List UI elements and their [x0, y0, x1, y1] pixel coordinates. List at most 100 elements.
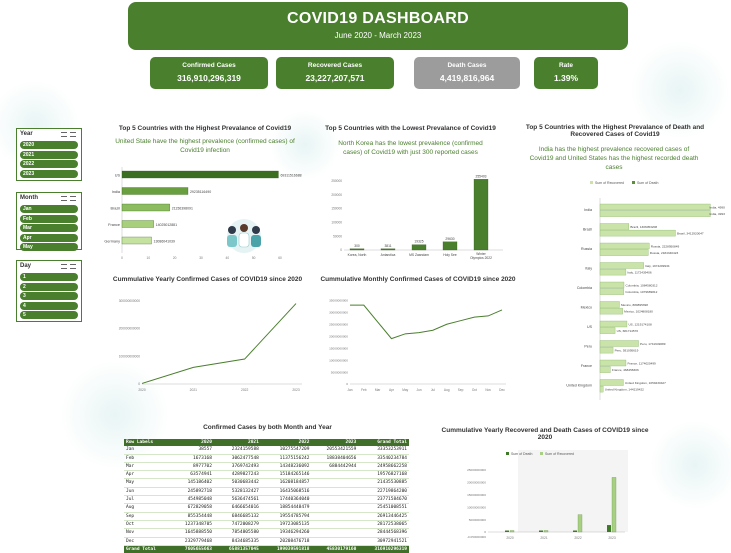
slicer-item-feb[interactable]: Feb — [20, 214, 78, 223]
table-cell: May — [124, 478, 171, 488]
slicer-item-2023[interactable]: 2023 — [20, 169, 78, 178]
table-cell: 20553421559 — [311, 446, 359, 455]
data-label: 19325 — [414, 240, 423, 244]
kpi-death: Death Cases 4,419,816,964 — [414, 57, 520, 89]
bar-death — [599, 359, 627, 367]
tick-label: 5000000000 — [331, 370, 348, 374]
monthly-confirmed-line-chart: 0 5000000000 10000000000 15000000000 2000000… — [329, 299, 506, 392]
table-cell: 18854448479 — [260, 503, 312, 513]
slicer-item-5[interactable]: 5 — [20, 311, 78, 319]
tick-label: Apr — [389, 388, 395, 392]
kpi-label: Rate — [558, 62, 574, 69]
slicer-item-jan[interactable]: Jan — [20, 205, 78, 213]
slicer-item-2020[interactable]: 2020 — [20, 141, 78, 149]
table-cell — [311, 512, 359, 521]
data-label: France, 468458306 — [612, 368, 639, 372]
bar-death — [599, 379, 624, 386]
table-cell: Grand Total — [124, 545, 171, 553]
category-label: Brazil — [111, 207, 121, 211]
legend-label: Sum of Death — [637, 181, 658, 185]
tick-label: 30 — [199, 256, 203, 260]
data-label: Russia, 2228950849 — [651, 245, 680, 249]
slicer-item-4[interactable]: 4 — [20, 301, 78, 310]
table-cell: 1673168 — [170, 454, 214, 463]
table-cell: 25451008551 — [358, 503, 409, 513]
kpi-label: Recovered Cases — [307, 62, 363, 69]
multi-select-icon[interactable] — [61, 264, 67, 269]
bar-recovered — [599, 327, 616, 334]
kpi-recovered: Recovered Cases 23,227,207,571 — [276, 57, 394, 89]
table-cell: 6466654016 — [213, 503, 261, 513]
tick-label: 10000000000 — [329, 358, 348, 362]
data-label: 21156398091 — [172, 207, 193, 211]
bar — [411, 244, 427, 251]
data-label: 29235116490 — [190, 190, 211, 194]
tick-label: 20000000000 — [329, 334, 348, 338]
slicer-item-1[interactable]: 1 — [20, 273, 78, 281]
slicer-item-may[interactable]: May — [20, 243, 78, 251]
legend-label: Sum of Death — [511, 452, 532, 456]
clear-filter-icon[interactable] — [70, 264, 76, 269]
tick-label: 300000000000 — [119, 299, 141, 303]
series-line — [350, 304, 503, 340]
table-cell: 22719864200 — [358, 487, 409, 497]
multi-select-icon[interactable] — [61, 132, 67, 137]
dashboard-subtitle: June 2020 - March 2023 — [334, 31, 422, 40]
table-cell: 15184265146 — [260, 470, 312, 480]
table-cell: 10275547209 — [260, 446, 312, 455]
tick-label: 15000000000 — [467, 493, 486, 497]
table-cell: Nov — [124, 528, 171, 538]
table-cell: 245892718 — [170, 487, 214, 497]
chart-title: Top 5 Countries with the Highest Prevala… — [118, 125, 292, 132]
tick-label: May — [402, 388, 408, 392]
slicer-item-mar[interactable]: Mar — [20, 224, 78, 232]
table-cell: 1645888550 — [170, 528, 214, 538]
tick-label: 10000000000 — [467, 505, 486, 509]
slicer-item-2021[interactable]: 2021 — [20, 150, 78, 159]
yearly-confirmed-line-chart: 0 100000000000 200000000000 300000000000 202… — [119, 299, 302, 392]
kpi-rate: Rate 1.39% — [534, 57, 598, 89]
slicer-item-3[interactable]: 3 — [20, 292, 78, 300]
tick-label: 2020 — [506, 536, 514, 540]
clear-filter-icon[interactable] — [70, 132, 76, 137]
table-row: Sep 855354448 6846685132 19554785794 2691344… — [124, 512, 409, 521]
legend-swatch — [540, 452, 543, 455]
tick-label: 35000000000 — [329, 299, 348, 303]
data-label: Mexico, 1024808180 — [624, 310, 653, 314]
tick-label: 100000 — [331, 221, 342, 225]
data-label: India, 4990939052 — [710, 206, 726, 210]
chart-title: Top 5 Countries with the Highest Prevala… — [525, 124, 705, 138]
slicer-item-2[interactable]: 2 — [20, 282, 78, 291]
bar — [121, 187, 189, 195]
category-label: Korea, North — [348, 253, 367, 257]
table-cell: 18838404656 — [311, 454, 359, 463]
category-label: Winter — [476, 252, 486, 256]
bar — [473, 179, 489, 251]
clear-filter-icon[interactable] — [70, 196, 76, 201]
table-cell: 26913446425 — [358, 512, 409, 521]
bar — [121, 220, 154, 228]
table-cell — [311, 503, 359, 513]
tick-label: Nov — [485, 388, 491, 392]
bar-recovered — [543, 530, 549, 533]
category-label: Italy — [585, 267, 592, 271]
data-label: India, 4993666787 — [710, 212, 726, 216]
slicer-item-apr[interactable]: Apr — [20, 233, 78, 242]
table-cell: 16208184857 — [260, 478, 312, 488]
table-cell — [311, 478, 359, 488]
slicer-item-2022[interactable]: 2022 — [20, 160, 78, 168]
table-header-row: Row Labels 2020 2021 2022 2023 Grand Total — [124, 439, 409, 447]
kpi-label: Confirmed Cases — [182, 62, 236, 69]
table-cell: Jul — [124, 495, 171, 505]
multi-select-icon[interactable] — [61, 196, 67, 201]
table-cell: 855354448 — [170, 512, 214, 521]
kpi-value: 4,419,816,964 — [439, 73, 495, 83]
bar-death — [599, 301, 620, 308]
bar-recovered — [599, 210, 711, 217]
bar — [349, 248, 365, 251]
table-cell: 24958662258 — [358, 462, 409, 472]
table-cell: 33353253911 — [358, 446, 409, 455]
category-label: Colombia — [577, 286, 592, 290]
table-row: Feb 1673168 3062477548 11375156242 188384046… — [124, 454, 409, 463]
tick-label: 0 — [340, 248, 342, 252]
